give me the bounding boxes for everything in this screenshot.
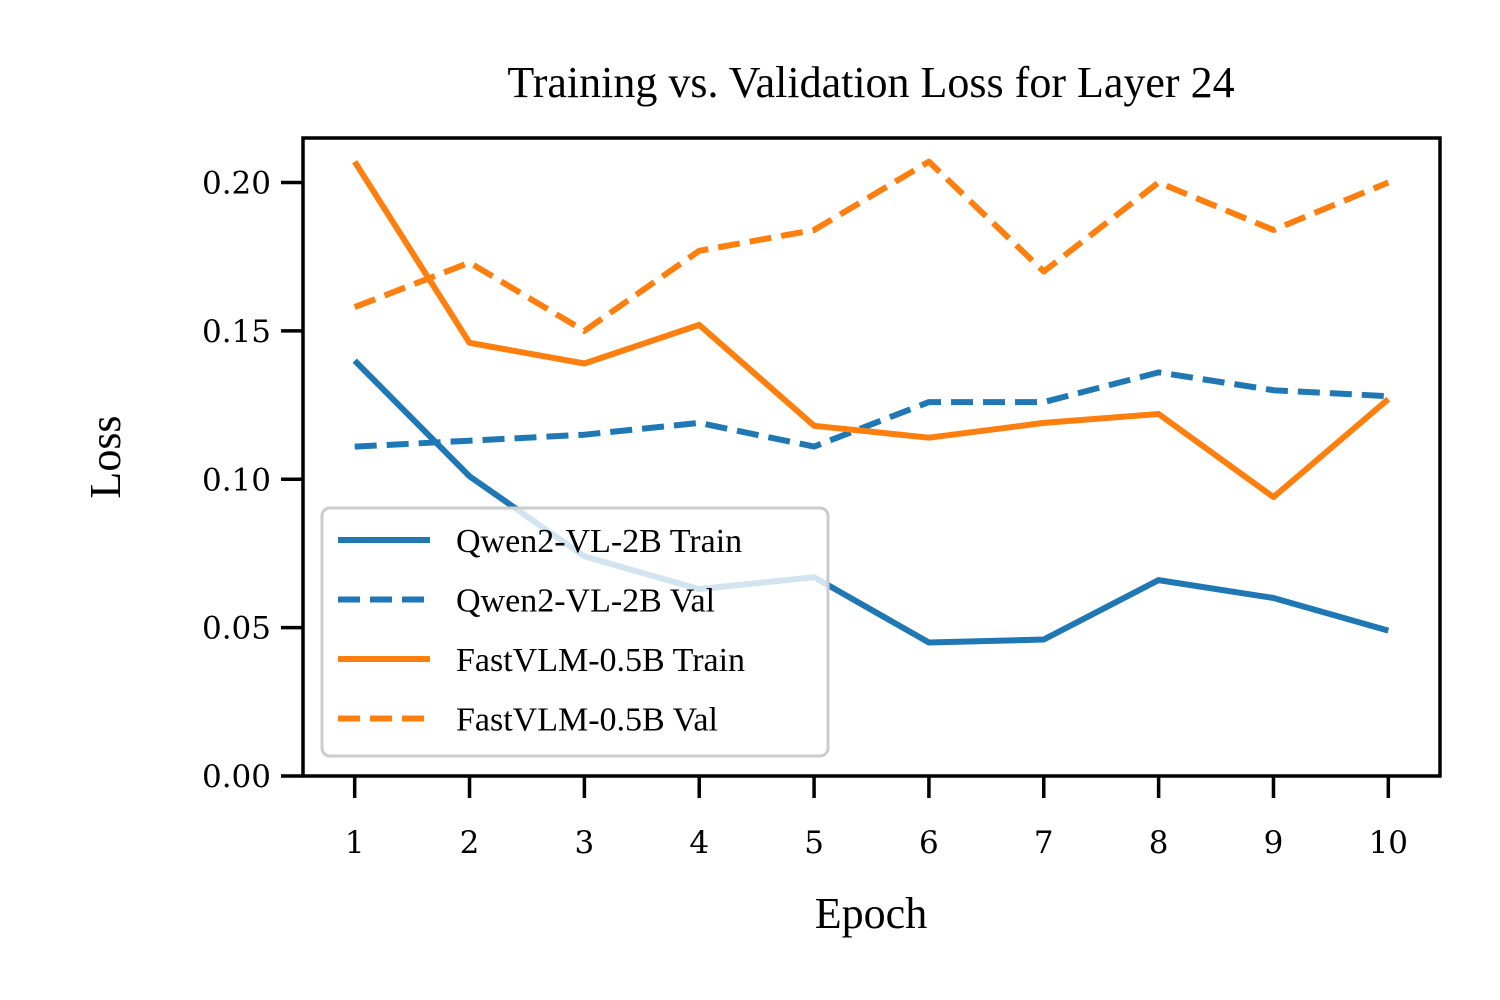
- legend-label: FastVLM-0.5B Train: [456, 642, 745, 679]
- y-axis-label: Loss: [81, 415, 130, 498]
- x-tick-label: 7: [1034, 825, 1054, 861]
- legend-label: Qwen2-VL-2B Train: [456, 523, 742, 560]
- x-tick-label: 3: [575, 825, 595, 861]
- y-axis: 0.00 0.05 0.10 0.15 0.20: [202, 166, 303, 795]
- legend: Qwen2-VL-2B Train Qwen2-VL-2B Val FastVLM-…: [320, 506, 830, 758]
- x-tick-label: 9: [1264, 825, 1284, 861]
- x-tick-label: 10: [1369, 825, 1408, 861]
- y-tick-label: 0.05: [202, 611, 271, 647]
- chart-title: Training vs. Validation Loss for Layer 2…: [507, 58, 1234, 107]
- y-tick-label: 0.15: [202, 314, 271, 350]
- legend-box: [320, 506, 830, 758]
- plot-frame: [301, 136, 1442, 778]
- x-axis-label: Epoch: [815, 889, 927, 938]
- y-tick-label: 0.20: [202, 166, 271, 202]
- x-tick-label: 5: [804, 825, 824, 861]
- x-axis: 1 2 3 4 5 6 7 8 9 10: [345, 776, 1408, 861]
- x-tick-label: 2: [460, 825, 480, 861]
- x-tick-label: 1: [345, 825, 365, 861]
- series-line-qwen2-vl-2b-val: [354, 369, 1389, 450]
- series-line-fastvlm-0-5b-val: [353, 158, 1390, 334]
- x-tick-label: 6: [919, 825, 939, 861]
- y-tick-label: 0.10: [202, 462, 271, 498]
- x-tick-label: 4: [689, 825, 709, 861]
- legend-label: FastVLM-0.5B Val: [456, 702, 718, 739]
- legend-label: Qwen2-VL-2B Val: [456, 583, 715, 620]
- series-line-fastvlm-0-5b-train: [352, 160, 1391, 501]
- y-tick-label: 0.00: [202, 759, 271, 795]
- x-tick-label: 8: [1149, 825, 1169, 861]
